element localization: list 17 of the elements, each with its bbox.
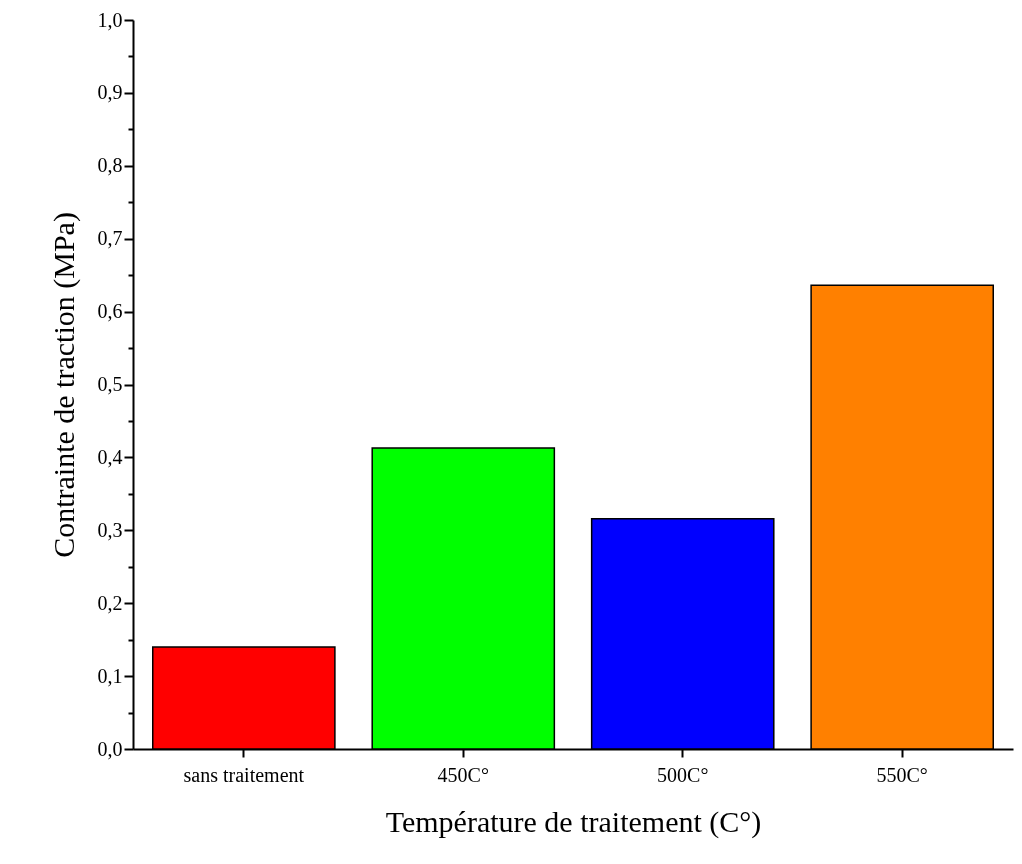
y-tick-label: 0,1 — [97, 664, 123, 687]
x-tick-label: 500C° — [657, 763, 709, 786]
y-tick-label: 1,0 — [97, 8, 123, 31]
y-tick-label: 0,6 — [97, 300, 123, 323]
y-tick-label: 0,5 — [97, 373, 123, 395]
y-tick-label: 0,8 — [97, 154, 123, 177]
x-tick-label: 550C° — [876, 763, 928, 786]
x-tick-label: 450C° — [437, 763, 489, 786]
y-tick-label: 0,2 — [97, 591, 123, 614]
y-tick-label: 0,4 — [97, 445, 123, 468]
y-tick-label: 0,0 — [97, 737, 123, 760]
x-axis-title: Température de traitement (C°) — [385, 804, 762, 839]
x-tick-label: sans traitement — [183, 763, 305, 786]
y-tick-label: 0,7 — [97, 227, 123, 250]
y-axis-title: Contrainte de traction (MPa) — [46, 212, 81, 558]
y-tick-label: 0,3 — [97, 518, 123, 541]
y-tick-label: 0,9 — [97, 81, 123, 104]
